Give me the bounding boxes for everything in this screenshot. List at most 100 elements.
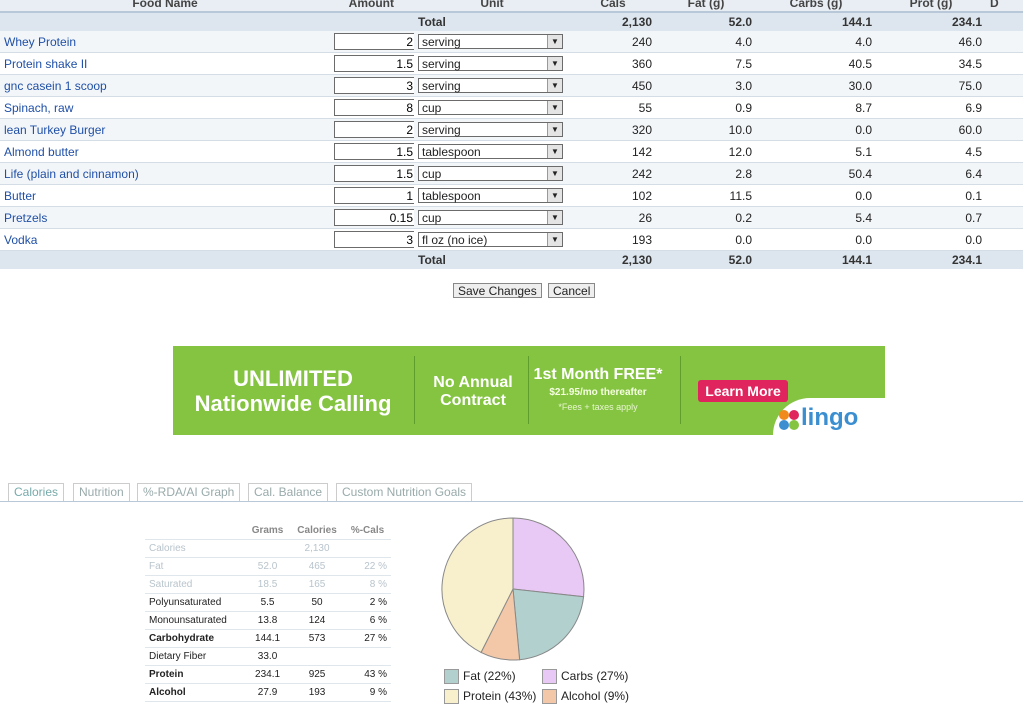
chevron-down-icon[interactable]: ▼ bbox=[547, 145, 562, 158]
food-fat: 10.0 bbox=[656, 118, 756, 141]
unit-select[interactable]: tablespoon ▼ bbox=[418, 144, 563, 159]
legend-item-protein: Protein (43%) bbox=[444, 689, 536, 705]
tab-nutrition[interactable]: Nutrition bbox=[73, 483, 130, 501]
amount-input[interactable] bbox=[334, 187, 414, 204]
summary-calories bbox=[290, 647, 344, 666]
unit-select[interactable]: fl oz (no ice) ▼ bbox=[418, 232, 563, 247]
cancel-button[interactable]: Cancel bbox=[548, 283, 596, 298]
tab-cal-balance[interactable]: Cal. Balance bbox=[248, 483, 329, 501]
col-food-name[interactable]: Food Name bbox=[0, 0, 330, 13]
unit-select[interactable]: serving ▼ bbox=[418, 78, 563, 93]
food-carbs: 8.7 bbox=[756, 96, 876, 119]
ad-middle: No Annual Contract bbox=[418, 374, 528, 410]
col-extra[interactable]: D bbox=[986, 0, 1023, 13]
col-amount[interactable]: Amount bbox=[330, 0, 414, 13]
unit-select[interactable]: serving ▼ bbox=[418, 56, 563, 71]
tab-rda-graph[interactable]: %-RDA/AI Graph bbox=[137, 483, 241, 501]
chevron-down-icon[interactable]: ▼ bbox=[547, 57, 562, 70]
food-cals: 320 bbox=[570, 118, 656, 141]
summary-header: Calories bbox=[290, 522, 344, 540]
food-name-link[interactable]: Almond butter bbox=[4, 144, 79, 159]
amount-input[interactable] bbox=[334, 209, 414, 226]
unit-select[interactable]: cup ▼ bbox=[418, 210, 563, 225]
summary-row: Fat 52.0 465 22 % bbox=[145, 557, 391, 576]
summary-grams: 52.0 bbox=[245, 557, 291, 576]
col-prot[interactable]: Prot (g) bbox=[876, 0, 986, 13]
tab-calories[interactable]: Calories bbox=[8, 483, 65, 501]
food-name-link[interactable]: Spinach, raw bbox=[4, 100, 74, 115]
summary-grams: 144.1 bbox=[245, 629, 291, 648]
food-prot: 4.5 bbox=[876, 140, 986, 163]
chevron-down-icon[interactable]: ▼ bbox=[547, 233, 562, 246]
summary-header: Grams bbox=[245, 522, 291, 540]
nutrition-tabs: Calories Nutrition %-RDA/AI Graph Cal. B… bbox=[0, 483, 1023, 502]
total-fat: 52.0 bbox=[656, 12, 756, 31]
ad-offer: 1st Month FREE* $21.95/mo thereafter *Fe… bbox=[528, 366, 668, 412]
summary-label: Monounsaturated bbox=[145, 611, 245, 630]
food-fat: 0.9 bbox=[656, 96, 756, 119]
chevron-down-icon[interactable]: ▼ bbox=[547, 101, 562, 114]
amount-input[interactable] bbox=[334, 77, 414, 94]
unit-select[interactable]: serving ▼ bbox=[418, 34, 563, 49]
food-prot: 75.0 bbox=[876, 74, 986, 97]
summary-pct: 6 % bbox=[344, 611, 391, 630]
food-name-link[interactable]: Whey Protein bbox=[4, 34, 77, 49]
food-name-link[interactable]: Pretzels bbox=[4, 210, 48, 225]
calorie-pie-chart bbox=[441, 517, 585, 661]
summary-row: Polyunsaturated 5.5 50 2 % bbox=[145, 593, 391, 612]
food-name-link[interactable]: Life (plain and cinnamon) bbox=[4, 166, 139, 181]
chevron-down-icon[interactable]: ▼ bbox=[547, 211, 562, 224]
food-name-link[interactable]: Butter bbox=[4, 188, 37, 203]
unit-select[interactable]: tablespoon ▼ bbox=[418, 188, 563, 203]
amount-input[interactable] bbox=[334, 143, 414, 160]
ad-banner[interactable]: UNLIMITED Nationwide Calling No Annual C… bbox=[173, 346, 885, 435]
summary-calories: 124 bbox=[290, 611, 344, 630]
unit-value: cup bbox=[422, 211, 442, 225]
tab-custom-goals[interactable]: Custom Nutrition Goals bbox=[336, 483, 473, 501]
amount-input[interactable] bbox=[334, 231, 414, 248]
col-unit[interactable]: Unit bbox=[414, 0, 570, 13]
summary-header-row: Grams Calories %-Cals bbox=[145, 522, 391, 540]
summary-pct bbox=[344, 647, 391, 666]
food-prot: 0.0 bbox=[876, 228, 986, 251]
chevron-down-icon[interactable]: ▼ bbox=[547, 189, 562, 202]
unit-value: serving bbox=[422, 35, 461, 49]
ad-divider bbox=[680, 356, 681, 424]
learn-more-button[interactable]: Learn More bbox=[698, 380, 788, 402]
food-name-link[interactable]: Vodka bbox=[4, 232, 38, 247]
save-changes-button[interactable]: Save Changes bbox=[453, 283, 542, 298]
summary-calories: 573 bbox=[290, 629, 344, 648]
unit-select[interactable]: serving ▼ bbox=[418, 122, 563, 137]
amount-input[interactable] bbox=[334, 165, 414, 182]
summary-label: Calories bbox=[145, 539, 245, 558]
col-fat[interactable]: Fat (g) bbox=[656, 0, 756, 13]
unit-select[interactable]: cup ▼ bbox=[418, 100, 563, 115]
summary-label: Saturated bbox=[145, 575, 245, 594]
food-name-link[interactable]: gnc casein 1 scoop bbox=[4, 78, 107, 93]
amount-input[interactable] bbox=[334, 121, 414, 138]
unit-select[interactable]: cup ▼ bbox=[418, 166, 563, 181]
amount-input[interactable] bbox=[334, 99, 414, 116]
chevron-down-icon[interactable]: ▼ bbox=[547, 167, 562, 180]
food-cals: 193 bbox=[570, 228, 656, 251]
chevron-down-icon[interactable]: ▼ bbox=[547, 123, 562, 136]
amount-input[interactable] bbox=[334, 55, 414, 72]
food-carbs: 50.4 bbox=[756, 162, 876, 185]
food-name-link[interactable]: lean Turkey Burger bbox=[4, 122, 106, 137]
food-cals: 450 bbox=[570, 74, 656, 97]
food-fat: 3.0 bbox=[656, 74, 756, 97]
food-name-link[interactable]: Protein shake II bbox=[4, 56, 88, 71]
col-cals[interactable]: Cals bbox=[570, 0, 656, 13]
food-row: Pretzels cup ▼ 260.25.40.7 bbox=[0, 206, 1023, 229]
amount-input[interactable] bbox=[334, 33, 414, 50]
legend-swatch bbox=[444, 689, 459, 705]
food-carbs: 0.0 bbox=[756, 118, 876, 141]
chevron-down-icon[interactable]: ▼ bbox=[547, 79, 562, 92]
food-prot: 6.9 bbox=[876, 96, 986, 119]
chevron-down-icon[interactable]: ▼ bbox=[547, 35, 562, 48]
summary-row: Calories 2,130 bbox=[145, 539, 391, 558]
col-carbs[interactable]: Carbs (g) bbox=[756, 0, 876, 13]
summary-row: Monounsaturated 13.8 124 6 % bbox=[145, 611, 391, 630]
